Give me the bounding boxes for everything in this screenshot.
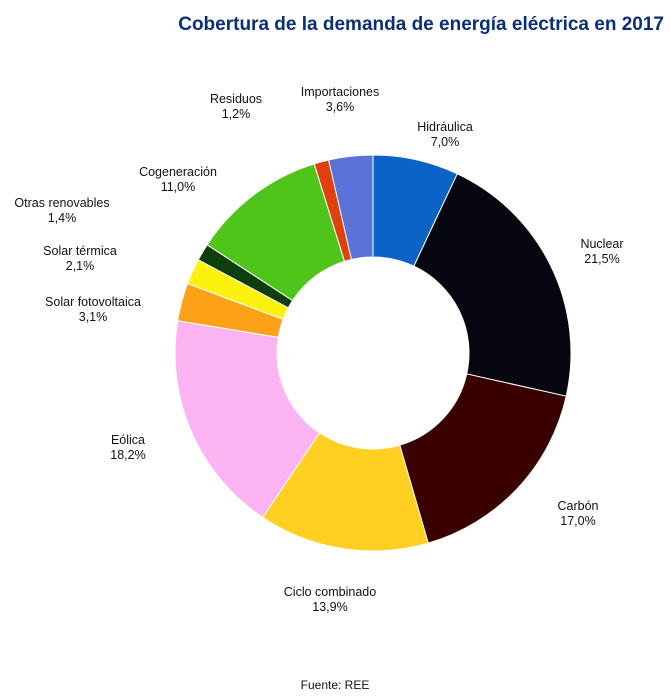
slice-label-value: 1,4% — [48, 211, 77, 225]
slice-label-name: Ciclo combinado — [284, 585, 376, 599]
slice-label: Residuos 1,2% — [210, 92, 262, 121]
slice-label: Cogeneración 11,0% — [139, 165, 217, 194]
slice-eólica — [174, 320, 321, 519]
slice-importaciones — [327, 154, 374, 261]
slice-label: Nuclear 21,5% — [580, 237, 623, 266]
slice-label-value: 17,0% — [560, 514, 595, 528]
slice-nuclear — [413, 173, 572, 397]
slice-label: Carbón 17,0% — [558, 499, 599, 528]
slice-label: Solar fotovoltaica 3,1% — [45, 295, 141, 324]
chart-source: Fuente: REE — [300, 678, 370, 692]
donut-slices — [174, 154, 572, 552]
slice-label-name: Hidráulica — [417, 120, 473, 134]
slice-label-name: Importaciones — [301, 85, 380, 99]
slice-label-value: 7,0% — [431, 135, 460, 149]
slice-labels: Hidráulica 7,0% Nuclear 21,5% Carbón 17,0% Cic… — [14, 85, 623, 614]
slice-label: Importaciones 3,6% — [301, 85, 380, 114]
slice-label-name: Carbón — [558, 499, 599, 513]
slice-label: Otras renovables 1,4% — [14, 196, 109, 225]
slice-label-name: Eólica — [111, 433, 145, 447]
slice-carbón — [399, 373, 567, 544]
slice-label-name: Cogeneración — [139, 165, 217, 179]
slice-label-name: Solar fotovoltaica — [45, 295, 141, 309]
slice-label: Solar térmica 2,1% — [43, 244, 117, 273]
slice-label-value: 11,0% — [161, 180, 196, 194]
slice-label-value: 21,5% — [584, 252, 619, 266]
slice-label: Eólica 18,2% — [110, 433, 145, 462]
chart-title: Cobertura de la demanda de energía eléct… — [178, 14, 664, 35]
slice-label-name: Otras renovables — [14, 196, 109, 210]
slice-label: Ciclo combinado 13,9% — [284, 585, 376, 614]
slice-label-value: 13,9% — [312, 600, 347, 614]
slice-label-value: 3,6% — [326, 100, 355, 114]
slice-label-name: Solar térmica — [43, 244, 117, 258]
slice-label-value: 3,1% — [79, 310, 108, 324]
slice-label-value: 2,1% — [66, 259, 95, 273]
slice-label-name: Nuclear — [580, 237, 623, 251]
slice-label-value: 1,2% — [222, 107, 251, 121]
slice-label-name: Residuos — [210, 92, 262, 106]
slice-label: Hidráulica 7,0% — [417, 120, 473, 149]
slice-label-value: 18,2% — [110, 448, 145, 462]
